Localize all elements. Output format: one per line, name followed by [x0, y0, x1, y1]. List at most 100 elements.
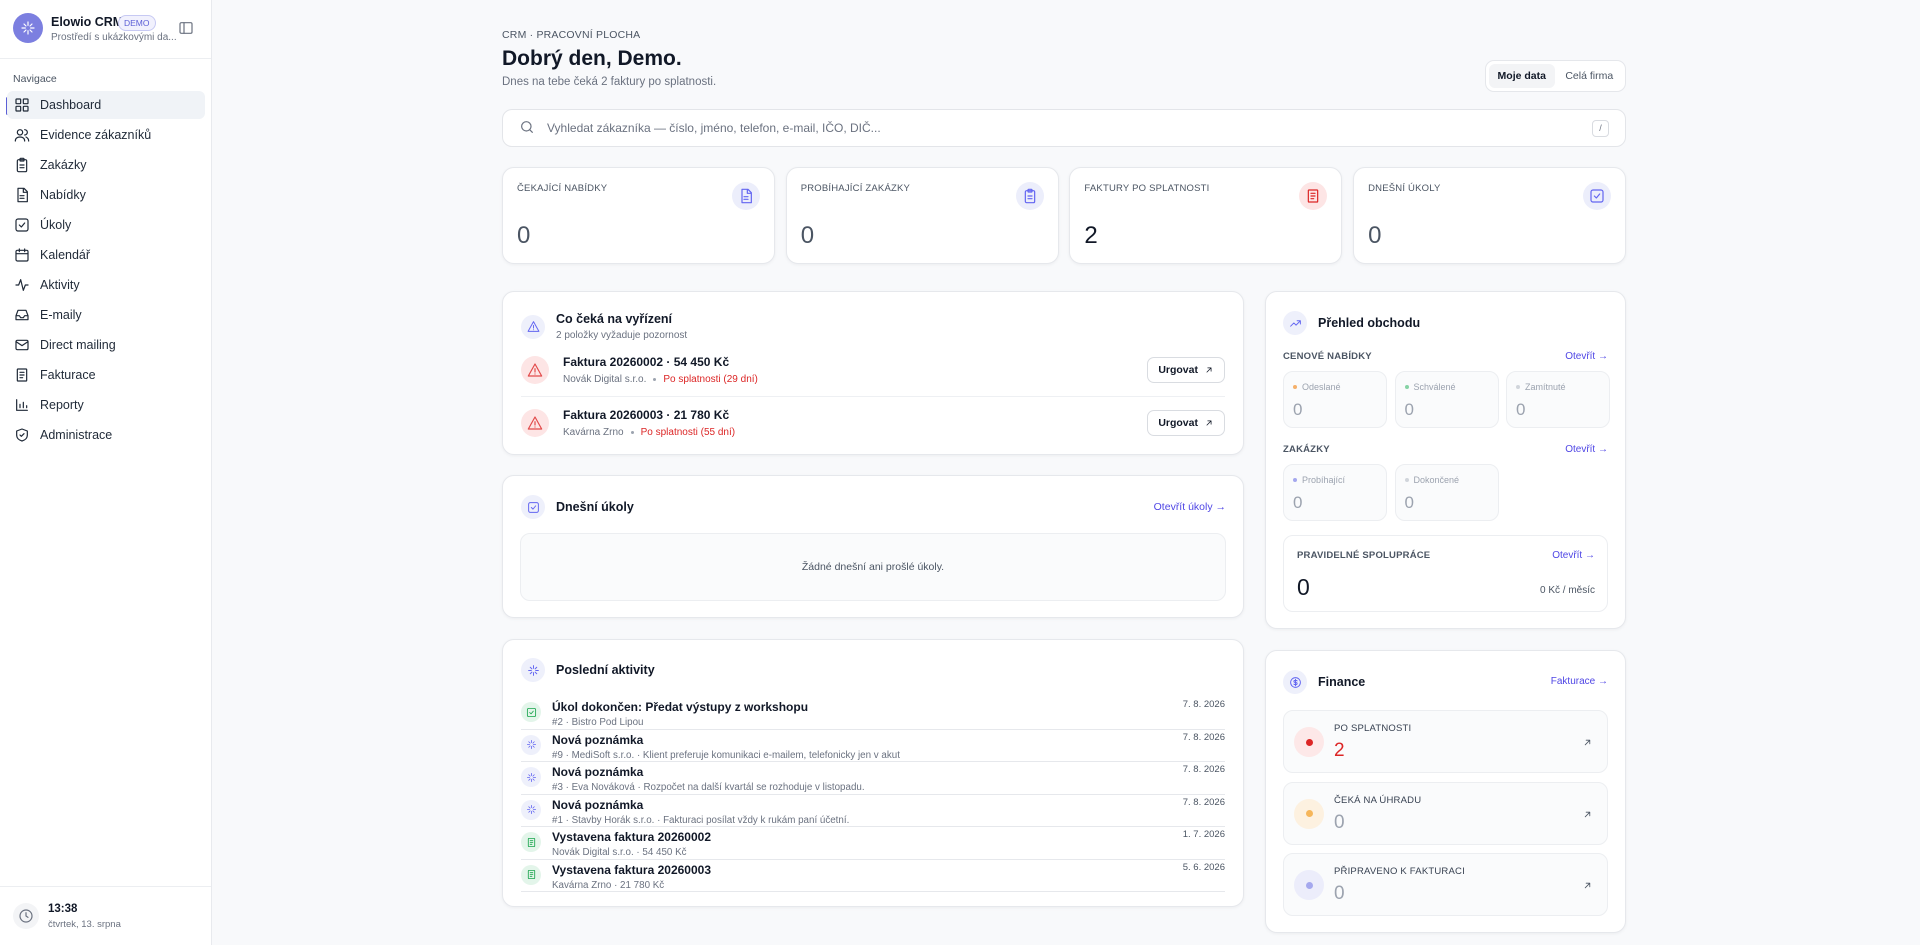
button-label: Urgovat: [1158, 416, 1198, 429]
icon: [527, 321, 539, 332]
activity-title: Úkol dokončen: Předat výstupy z workshop…: [552, 700, 809, 714]
nav-item[interactable]: Nabídky: [7, 181, 205, 209]
icon: [527, 363, 543, 377]
collapse-button[interactable]: [178, 20, 194, 41]
icon: [1289, 319, 1301, 327]
activity-text: Nová poznámka #3 · Eva Nováková · Rozpoče…: [552, 762, 865, 794]
card-icon: [521, 658, 545, 682]
activity-text: Nová poznámka #9 · MediSoft s.r.o. · Klie…: [552, 730, 900, 762]
activity-item: Nová poznámka #1 · Stavby Horák s.r.o. · …: [521, 795, 1225, 827]
icon-part: [1584, 882, 1591, 889]
nav-item[interactable]: Evidence zákazníků: [7, 121, 205, 149]
stat-label: Odeslané: [1293, 382, 1341, 392]
kpi-value: 0: [517, 222, 531, 249]
icon: [15, 98, 29, 112]
sidebar: Elowio CRM DEMO Prostředí s ukázkovými d…: [0, 0, 212, 945]
icon-part: [526, 804, 536, 815]
section-link[interactable]: Otevřít →: [1565, 351, 1608, 362]
page-title: Dobrý den, Demo.: [502, 47, 682, 70]
icon-part: [1027, 195, 1033, 200]
kpi-card[interactable]: PROBÍHAJÍCÍ ZAKÁZKY 0: [785, 167, 1059, 264]
icon-part: [19, 371, 25, 379]
icon-part: [1024, 190, 1035, 204]
stat-name: Dokončené: [1413, 475, 1460, 485]
nav-item[interactable]: Aktivity: [7, 271, 205, 299]
icon-part: [179, 22, 193, 34]
nav-label: Kalendář: [40, 248, 91, 262]
nav-label: Fakturace: [40, 368, 96, 382]
nav-item[interactable]: Reporty: [7, 391, 205, 419]
icon-part: [526, 772, 536, 782]
kpi-icon: [1299, 182, 1328, 210]
activity-icon: [521, 702, 541, 722]
activity-title: Nová poznámka: [552, 732, 644, 747]
icon: [16, 157, 28, 173]
nav-label: Zakázky: [40, 158, 87, 172]
stat-box: Odeslané 0: [1283, 371, 1387, 428]
card-header: Finance: [1283, 670, 1365, 694]
stat-label: Dokončené: [1404, 475, 1460, 485]
kpi-label: FAKTURY PO SPLATNOSTI: [1084, 183, 1210, 194]
card-title: Finance: [1318, 675, 1366, 689]
activity-detail: #2 · Bistro Pod Lipou: [552, 717, 644, 728]
section-heading: PRAVIDELNÉ SPOLUPRÁCE: [1297, 550, 1431, 561]
nav-item[interactable]: Kalendář: [7, 241, 205, 269]
status-dot: [1305, 881, 1313, 889]
nav-item[interactable]: Zakázky: [7, 151, 205, 179]
finance-row[interactable]: PŘIPRAVENO K FAKTURACI 0: [1283, 853, 1608, 916]
section-heading: CENOVÉ NABÍDKY: [1283, 351, 1372, 362]
icon-part: [526, 707, 536, 717]
icon: [527, 837, 535, 847]
icon-part: [528, 710, 534, 714]
card-icon: [1283, 670, 1307, 694]
kpi-card[interactable]: ČEKAJÍCÍ NABÍDKY 0: [502, 167, 775, 264]
finance-label: ČEKÁ NA ÚHRADU: [1334, 794, 1422, 806]
open-tasks-link[interactable]: Otevřít úkoly →: [1153, 501, 1226, 513]
icon-part: [22, 105, 29, 112]
icon-part: [1289, 319, 1301, 327]
icon-part: [741, 188, 752, 204]
icon: [15, 218, 29, 232]
icon: [1584, 811, 1591, 817]
pending-item: Faktura 20260003 · 21 780 Kč Kavárna Zrno…: [521, 396, 1225, 448]
urge-button[interactable]: Urgovat: [1147, 357, 1225, 383]
activity-detail: Novák Digital s.r.o. · 54 450 Kč: [552, 847, 687, 858]
nav-item[interactable]: Dashboard: [7, 91, 205, 119]
nav-item[interactable]: Direct mailing: [7, 331, 205, 359]
urge-button[interactable]: Urgovat: [1147, 409, 1225, 436]
icon: [526, 772, 536, 782]
stat-value: 0: [1293, 400, 1303, 419]
search-box[interactable]: Vyhledat zákazníka — číslo, jméno, telef…: [502, 109, 1626, 147]
finance-row[interactable]: ČEKÁ NA ÚHRADU 0: [1283, 781, 1608, 845]
logo[interactable]: [13, 13, 43, 43]
activity-detail: Kavárna Zrno · 21 780 Kč: [552, 879, 665, 891]
finance-row[interactable]: PO SPLATNOSTI 2: [1283, 710, 1608, 773]
card-header: Poslední aktivity: [521, 658, 655, 682]
invoicing-link[interactable]: Fakturace →: [1550, 676, 1608, 687]
search-placeholder: Vyhledat zákazníka — číslo, jméno, telef…: [547, 121, 881, 135]
nav-item[interactable]: Administrace: [7, 421, 205, 449]
toggle-option[interactable]: Moje data: [1489, 64, 1555, 88]
pending-item: Faktura 20260002 · 54 450 Kč Novák Digita…: [521, 344, 1225, 396]
nav-item[interactable]: Úkoly: [7, 211, 205, 239]
finance-icon: [1294, 870, 1324, 900]
status-dot: [1293, 385, 1297, 389]
icon-part: [1584, 811, 1591, 817]
icon-part: [14, 129, 30, 142]
nav-item[interactable]: E-maily: [7, 301, 205, 329]
toggle-option[interactable]: Celá firma: [1565, 70, 1614, 82]
icon: [526, 804, 536, 815]
section-link[interactable]: Otevřít →: [1565, 444, 1608, 455]
icon: [1584, 882, 1591, 889]
nav-label: Úkoly: [40, 218, 72, 232]
nav-item[interactable]: Fakturace: [7, 361, 205, 389]
open-arrow: [1582, 807, 1593, 825]
kpi-value: 2: [1084, 222, 1098, 249]
breadcrumb: CRM · PRACOVNÍ PLOCHA: [502, 29, 641, 41]
stat-value: 0: [1293, 493, 1303, 512]
nav-label: Aktivity: [40, 278, 80, 292]
kpi-card[interactable]: DNEŠNÍ ÚKOLY 0: [1353, 167, 1627, 264]
kpi-label: DNEŠNÍ ÚKOLY: [1368, 183, 1441, 194]
section-link[interactable]: Otevřít →: [1552, 550, 1595, 561]
kpi-card[interactable]: FAKTURY PO SPLATNOSTI 2: [1069, 167, 1343, 264]
